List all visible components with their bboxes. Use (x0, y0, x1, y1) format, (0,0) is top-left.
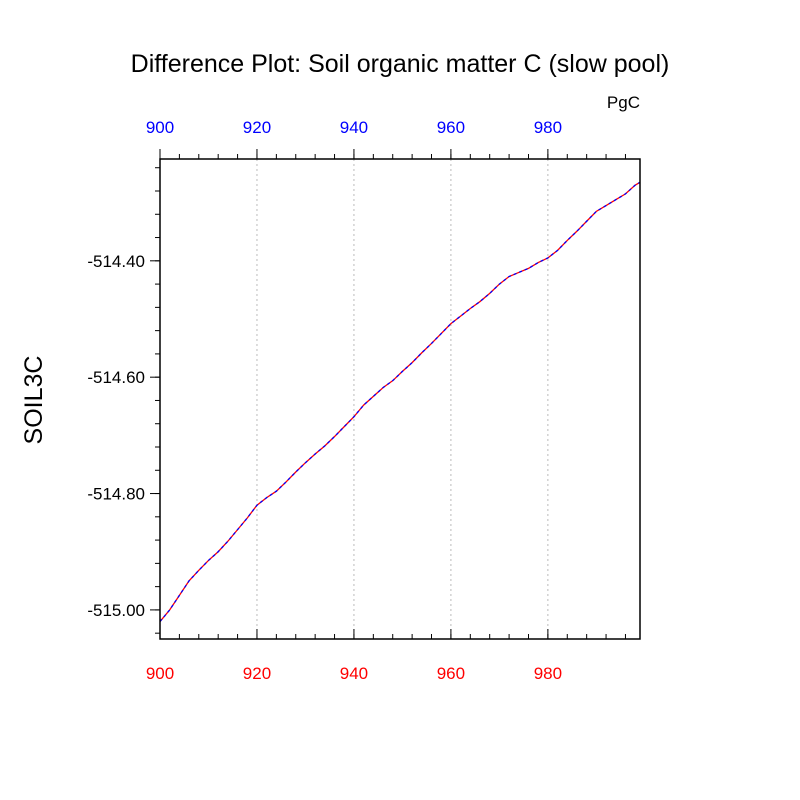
x-tick-label-bottom: 940 (340, 664, 368, 683)
x-tick-label-top: 940 (340, 118, 368, 137)
plot-area (159, 181, 641, 622)
x-tick-label-top: 900 (146, 118, 174, 137)
y-tick-label: -514.60 (87, 368, 145, 387)
y-tick-label: -514.40 (87, 252, 145, 271)
series-line-dashed (159, 181, 641, 622)
x-tick-label-bottom: 900 (146, 664, 174, 683)
x-tick-label-top: 980 (534, 118, 562, 137)
x-tick-label-bottom: 960 (437, 664, 465, 683)
units-label: PgC (607, 93, 640, 112)
grid-lines (256, 159, 549, 639)
chart-title: Difference Plot: Soil organic matter C (… (131, 50, 670, 78)
x-tick-label-top: 960 (437, 118, 465, 137)
x-tick-label-bottom: 920 (243, 664, 271, 683)
series-line (159, 181, 641, 622)
y-tick-label: -514.80 (87, 485, 145, 504)
y-axis-label: SOIL3C (20, 356, 48, 445)
axis-ticks (150, 149, 626, 639)
tick-labels: 900 900 920 920 940 940 960 960 980 980 -514.40 -51… (87, 118, 562, 683)
plot-frame (159, 158, 641, 640)
x-tick-label-bottom: 980 (534, 664, 562, 683)
y-tick-label: -515.00 (87, 601, 145, 620)
x-tick-label-top: 920 (243, 118, 271, 137)
